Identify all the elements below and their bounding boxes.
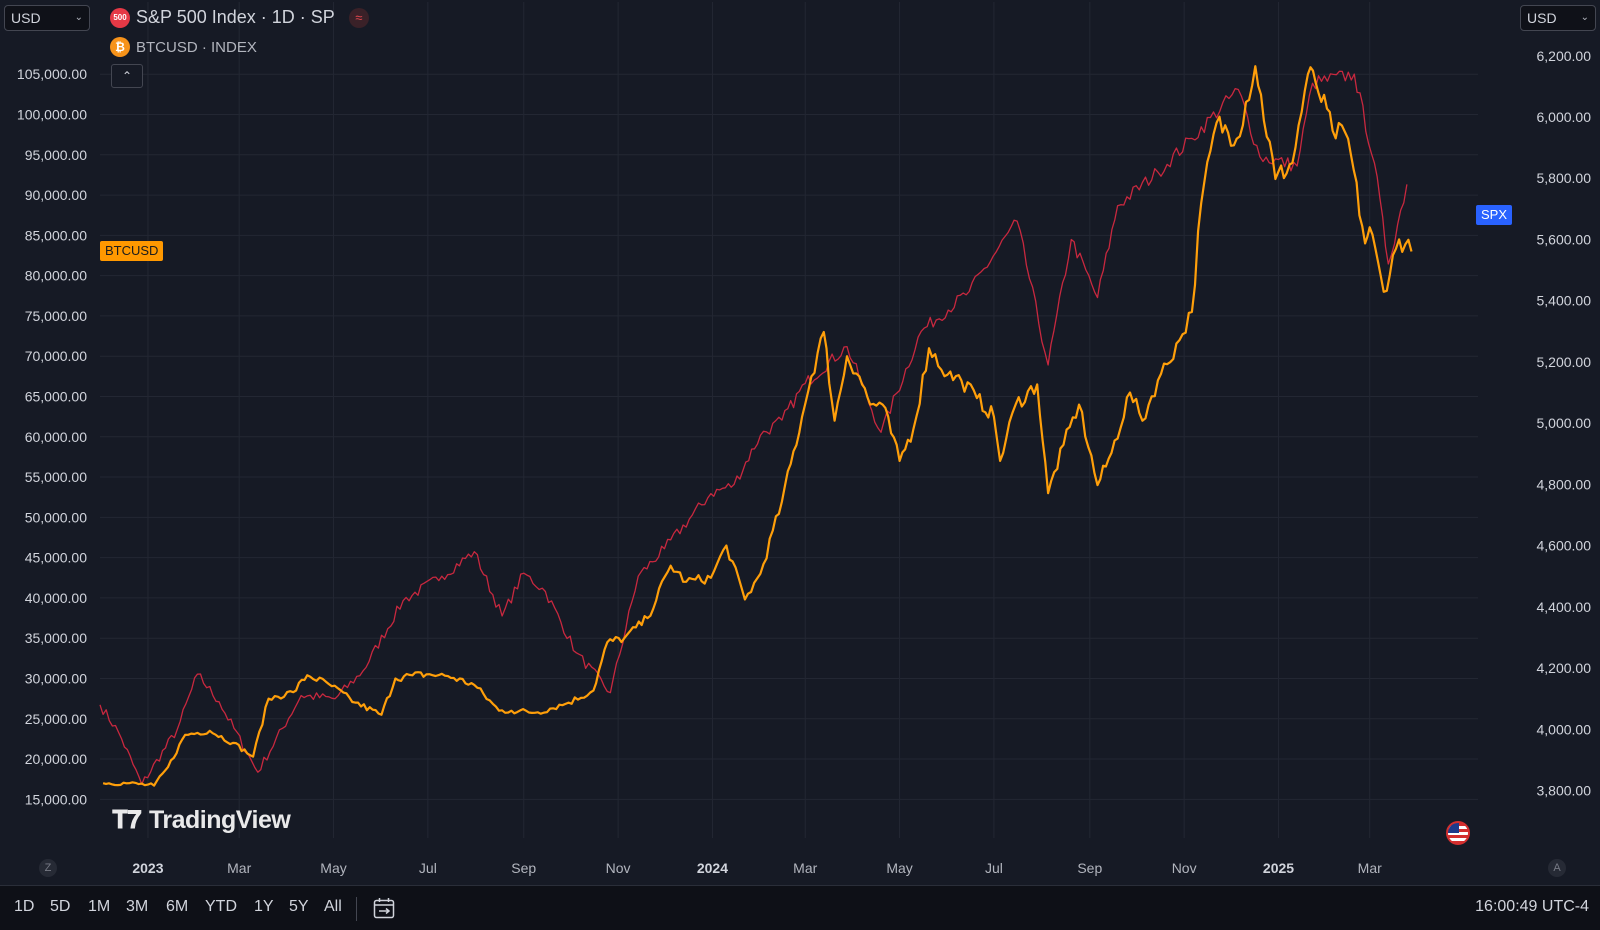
zoom-toggle-button[interactable]: Z: [39, 859, 57, 877]
grid-layer: [100, 2, 1478, 838]
legend-btcusd[interactable]: ₿ BTCUSD · INDEX: [110, 37, 257, 57]
left-axis-tick-label: 105,000.00: [17, 66, 87, 82]
calendar-range-icon[interactable]: [372, 896, 396, 920]
time-axis-tick-label: 2025: [1263, 860, 1294, 876]
left-price-scale[interactable]: 15,000.00 20,000.00 25,000.00 30,000.00 35,0…: [17, 66, 87, 807]
left-currency-value: USD: [11, 10, 41, 26]
bottom-toolbar: 1D 5D 1M 3M 6M YTD 1Y 5Y All 16:00:49 UT…: [0, 885, 1600, 930]
legend-spx-text: S&P 500 Index · 1D · SP: [136, 7, 335, 27]
spx-price-tag: SPX: [1476, 204, 1513, 225]
price-chart[interactable]: 15,000.00 20,000.00 25,000.00 30,000.00 35,0…: [0, 0, 1600, 885]
left-axis-tick-label: 90,000.00: [25, 187, 87, 203]
right-currency-value: USD: [1527, 10, 1557, 26]
right-axis-tick-label: 6,200.00: [1537, 48, 1592, 64]
right-axis-tick-label: 5,000.00: [1537, 415, 1592, 431]
right-axis-tick-label: 3,800.00: [1537, 783, 1592, 799]
right-axis-tick-label: 5,400.00: [1537, 293, 1592, 309]
time-axis-tick-label: 2023: [132, 860, 163, 876]
right-axis-tick-label: 4,200.00: [1537, 660, 1592, 676]
range-ytd-button[interactable]: YTD: [205, 898, 237, 915]
right-axis-tick-label: 4,800.00: [1537, 476, 1592, 492]
left-axis-tick-label: 30,000.00: [25, 670, 87, 686]
time-axis-tick-label: Jul: [985, 860, 1003, 876]
right-axis-tick-label: 4,000.00: [1537, 721, 1592, 737]
time-axis-tick-label: Mar: [1358, 860, 1382, 876]
left-axis-tick-label: 70,000.00: [25, 348, 87, 364]
left-axis-tick-label: 35,000.00: [25, 630, 87, 646]
auto-scale-button[interactable]: A: [1548, 859, 1566, 877]
chevron-up-icon: ⌃: [121, 69, 133, 83]
btcusd-price-tag: BTCUSD: [100, 241, 164, 262]
tradingview-logo-icon: 𝐓𝟕: [112, 806, 142, 834]
time-scale[interactable]: 2023 Mar May Jul Sep Nov 2024 Mar May Jul Sep Nov 20…: [132, 860, 1382, 876]
left-axis-tick-label: 100,000.00: [17, 107, 87, 123]
left-axis-tick-label: 20,000.00: [25, 751, 87, 767]
spx-series: [99, 70, 1408, 786]
time-axis-tick-label: Nov: [606, 860, 631, 876]
right-axis-tick-label: 4,400.00: [1537, 599, 1592, 615]
range-1y-button[interactable]: 1Y: [254, 898, 274, 915]
legend-btcusd-text: BTCUSD · INDEX: [136, 38, 257, 56]
left-axis-tick-label: 15,000.00: [25, 791, 87, 807]
time-axis-tick-label: Sep: [511, 860, 536, 876]
btcusd-series: [102, 65, 1413, 787]
chevron-down-icon: ⌄: [74, 12, 83, 23]
left-currency-select[interactable]: USD ⌄: [4, 5, 90, 31]
wave-icon[interactable]: ≈: [348, 7, 369, 28]
left-axis-tick-label: 85,000.00: [25, 227, 87, 243]
right-axis-tick-label: 4,600.00: [1537, 538, 1592, 554]
right-axis-tick-label: 5,600.00: [1537, 231, 1592, 247]
right-currency-select[interactable]: USD ⌄: [1520, 5, 1596, 31]
range-6m-button[interactable]: 6M: [166, 898, 189, 915]
time-axis-tick-label: Mar: [793, 860, 817, 876]
range-3m-button[interactable]: 3M: [126, 898, 149, 915]
range-5d-button[interactable]: 5D: [50, 898, 71, 915]
left-axis-tick-label: 40,000.00: [25, 590, 87, 606]
toolbar-divider: [356, 897, 357, 921]
btcusd-line: [102, 65, 1413, 787]
tradingview-watermark: 𝐓𝟕 TradingView: [112, 806, 291, 835]
time-axis-tick-label: Mar: [227, 860, 251, 876]
right-axis-tick-label: 6,000.00: [1537, 109, 1592, 125]
spx-line: [99, 70, 1408, 786]
time-axis-tick-label: May: [320, 860, 346, 876]
watermark-text: TradingView: [149, 806, 291, 834]
range-1d-button[interactable]: 1D: [14, 898, 35, 915]
bitcoin-logo-icon: ₿: [110, 37, 130, 57]
time-axis-tick-label: May: [886, 860, 912, 876]
sp500-logo-icon: 500: [110, 7, 130, 28]
time-axis-tick-label: Nov: [1172, 860, 1197, 876]
legend-spx[interactable]: 500 S&P 500 Index · 1D · SP ≈: [110, 7, 369, 28]
time-axis-tick-label: Jul: [419, 860, 437, 876]
left-axis-tick-label: 95,000.00: [25, 147, 87, 163]
range-1m-button[interactable]: 1M: [88, 898, 111, 915]
left-axis-tick-label: 65,000.00: [25, 388, 87, 404]
left-axis-tick-label: 75,000.00: [25, 308, 87, 324]
right-price-scale[interactable]: 3,800.00 4,000.00 4,200.00 4,400.00 4,600.00…: [1537, 48, 1592, 799]
right-axis-tick-label: 5,200.00: [1537, 354, 1592, 370]
left-axis-tick-label: 25,000.00: [25, 711, 87, 727]
left-axis-tick-label: 60,000.00: [25, 429, 87, 445]
left-axis-tick-label: 50,000.00: [25, 509, 87, 525]
chevron-down-icon: ⌄: [1580, 12, 1589, 23]
range-all-button[interactable]: All: [324, 898, 342, 915]
right-axis-tick-label: 5,800.00: [1537, 170, 1592, 186]
left-axis-tick-label: 80,000.00: [25, 268, 87, 284]
range-5y-button[interactable]: 5Y: [289, 898, 309, 915]
time-axis-tick-label: 2024: [697, 860, 728, 876]
left-axis-tick-label: 55,000.00: [25, 469, 87, 485]
us-flag-icon[interactable]: [1446, 821, 1470, 845]
clock-display[interactable]: 16:00:49 UTC-4: [1475, 898, 1589, 915]
time-axis-tick-label: Sep: [1077, 860, 1102, 876]
collapse-legend-button[interactable]: ⌃: [111, 64, 143, 88]
left-axis-tick-label: 45,000.00: [25, 550, 87, 566]
chart-area[interactable]: 15,000.00 20,000.00 25,000.00 30,000.00 35,0…: [0, 0, 1600, 885]
